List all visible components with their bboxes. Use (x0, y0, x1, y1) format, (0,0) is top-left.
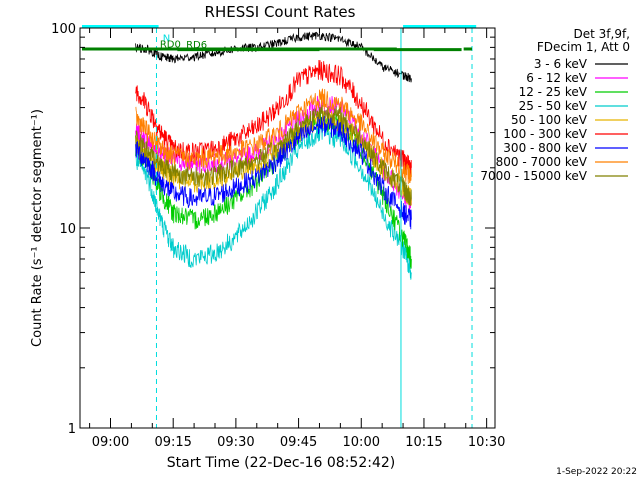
x-tick-label: 09:45 (280, 435, 317, 450)
legend-label: 12 - 25 keV (519, 85, 588, 99)
x-tick-label: 10:00 (343, 435, 380, 450)
series-line-3 (135, 121, 412, 280)
series-line-0 (135, 31, 412, 83)
legend-label: 25 - 50 keV (519, 99, 588, 113)
y-axis-ticks: 1 10 100 (51, 22, 495, 437)
x-axis-label: Start Time (22-Dec-16 08:52:42) (167, 455, 395, 471)
y-tick-label: 1 (68, 422, 76, 437)
legend-label: 300 - 800 keV (503, 141, 587, 155)
annotation-label: RD0 (160, 40, 181, 51)
series-line-7 (135, 88, 412, 185)
legend-label: 800 - 7000 keV (496, 155, 588, 169)
x-tick-label: 09:15 (154, 435, 191, 450)
y-tick-label: 100 (51, 22, 76, 37)
series-line-6 (135, 115, 412, 230)
legend-label: 50 - 100 keV (511, 113, 588, 127)
annotation-label: RD6 (186, 40, 207, 51)
series-line-5 (135, 59, 412, 177)
legend-label: 100 - 300 keV (503, 127, 587, 141)
timestamp: 1-Sep-2022 20:22 (556, 467, 637, 477)
chart-title: RHESSI Count Rates (205, 3, 356, 21)
legend-header-line-2: FDecim 1, Att 0 (537, 40, 630, 54)
series-layer (135, 31, 412, 280)
series-line-2 (135, 110, 412, 269)
x-tick-label: 10:15 (405, 435, 442, 450)
legend-header-line-1: Det 3f,9f, (574, 27, 631, 41)
x-tick-label: 10:30 (468, 435, 505, 450)
x-tick-label: 09:30 (217, 435, 254, 450)
annotation-label: N (163, 33, 170, 44)
x-tick-label: 09:00 (92, 435, 129, 450)
y-axis-label: Count Rate (s⁻¹ detector segment⁻¹) (30, 109, 45, 347)
legend-label: 6 - 12 keV (526, 71, 588, 85)
x-axis-ticks: 09:00 09:15 09:30 09:45 10:00 10:15 10:30 (89, 28, 505, 450)
y-tick-label: 10 (59, 222, 76, 237)
legend-label: 7000 - 15000 keV (480, 169, 587, 183)
series-line-8 (135, 105, 412, 206)
legend-label: 3 - 6 keV (534, 57, 588, 71)
